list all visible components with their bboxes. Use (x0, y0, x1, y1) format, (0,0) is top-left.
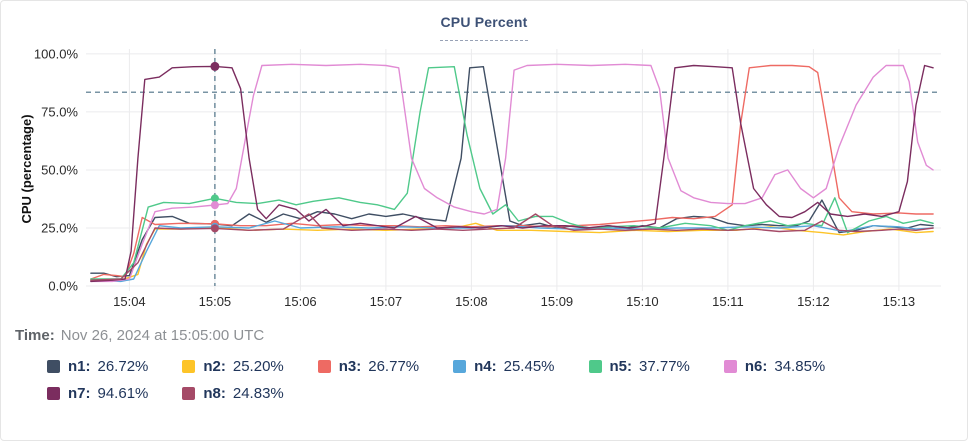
chart-footer: Time: Nov 26, 2024 at 15:05:00 UTC n1: 26.… (1, 327, 967, 402)
legend-swatch-icon (453, 360, 467, 373)
legend-swatch-icon (47, 387, 60, 400)
series-line-n3[interactable] (90, 64, 934, 280)
legend-item-n8[interactable]: n8: 24.83% (182, 385, 284, 402)
x-axis-tick-label: 15:06 (284, 294, 317, 309)
legend-series-name: n2: (203, 358, 226, 375)
x-axis-tick-label: 15:08 (455, 294, 488, 309)
legend-series-value: 25.45% (503, 358, 555, 375)
legend-series-value: 26.72% (97, 358, 149, 375)
series-line-n6[interactable] (90, 63, 934, 283)
legend-series-value: 25.20% (232, 358, 284, 375)
x-axis-tick-label: 15:05 (199, 294, 232, 309)
legend-series-name: n8: (203, 385, 226, 402)
x-axis-tick-label: 15:11 (712, 294, 744, 309)
legend-swatch-icon (317, 360, 331, 373)
y-axis-tick-label: 100.0% (34, 46, 79, 61)
legend-swatch-icon (723, 360, 737, 373)
legend-item-n2[interactable]: n2: 25.20% (182, 358, 284, 375)
legend-item-n6[interactable]: n6: 34.85% (723, 358, 826, 375)
y-axis-tick-label: 0.0% (48, 279, 78, 294)
legend-series-name: n3: (338, 358, 362, 375)
legend-swatch-icon (47, 360, 60, 373)
legend-series-value: 24.83% (232, 385, 284, 402)
legend-series-name: n4: (474, 358, 497, 375)
chart-header: CPU Percent (1, 1, 967, 41)
y-axis-tick-label: 25.0% (41, 220, 78, 235)
series-line-n5[interactable] (90, 66, 934, 280)
x-axis-tick-label: 15:04 (113, 294, 146, 309)
cpu-percent-line-chart[interactable]: 0.0% 25.0% 50.0% 75.0% 100.0% 15:04 15:05 15:06… (1, 41, 967, 313)
crosshair-marker-n5 (210, 194, 219, 203)
crosshair-marker-n7 (210, 61, 220, 71)
legend-swatch-icon (182, 360, 196, 373)
legend-series-value: 34.85% (774, 358, 826, 375)
legend-series-name: n7: (68, 385, 91, 402)
legend-series-name: n6: (744, 358, 768, 375)
legend-item-n5[interactable]: n5: 37.77% (588, 358, 690, 375)
time-label: Time: (15, 327, 55, 344)
legend-item-n3[interactable]: n3: 26.77% (317, 358, 420, 375)
crosshair-marker-n6 (210, 201, 219, 210)
legend-item-n7[interactable]: n7: 94.61% (47, 385, 148, 402)
y-axis-tick-label: 50.0% (41, 162, 78, 177)
x-axis-tick-label: 15:13 (883, 294, 916, 309)
x-axis-tick-label: 15:09 (541, 294, 574, 309)
y-axis-title: CPU (percentage) (19, 114, 34, 223)
chart-title[interactable]: CPU Percent (440, 14, 528, 41)
series-line-n7[interactable] (90, 64, 934, 283)
legend-series-value: 37.77% (639, 358, 690, 375)
legend-item-n4[interactable]: n4: 25.45% (453, 358, 555, 375)
legend-series-name: n1: (68, 358, 91, 375)
crosshair-marker-n8 (210, 224, 219, 233)
series-line-n8[interactable] (90, 213, 934, 281)
legend-series-name: n5: (609, 358, 633, 375)
legend-item-n1[interactable]: n1: 26.72% (47, 358, 148, 375)
chart-legend: n1: 26.72% n2: 25.20% n3: 26.77% n4: 25.45% n5: 3… (47, 358, 959, 402)
x-axis-tick-label: 15:07 (370, 294, 403, 309)
series-line-n2[interactable] (90, 222, 934, 281)
x-axis-tick-label: 15:10 (626, 294, 659, 309)
legend-series-value: 94.61% (97, 385, 149, 402)
legend-series-value: 26.77% (368, 358, 420, 375)
crosshair-time-row: Time: Nov 26, 2024 at 15:05:00 UTC (15, 327, 967, 344)
x-axis-tick-label: 15:12 (797, 294, 830, 309)
y-axis-tick-label: 75.0% (41, 104, 78, 119)
legend-swatch-icon (588, 360, 602, 373)
time-value: Nov 26, 2024 at 15:05:00 UTC (60, 327, 265, 344)
legend-swatch-icon (182, 387, 196, 400)
